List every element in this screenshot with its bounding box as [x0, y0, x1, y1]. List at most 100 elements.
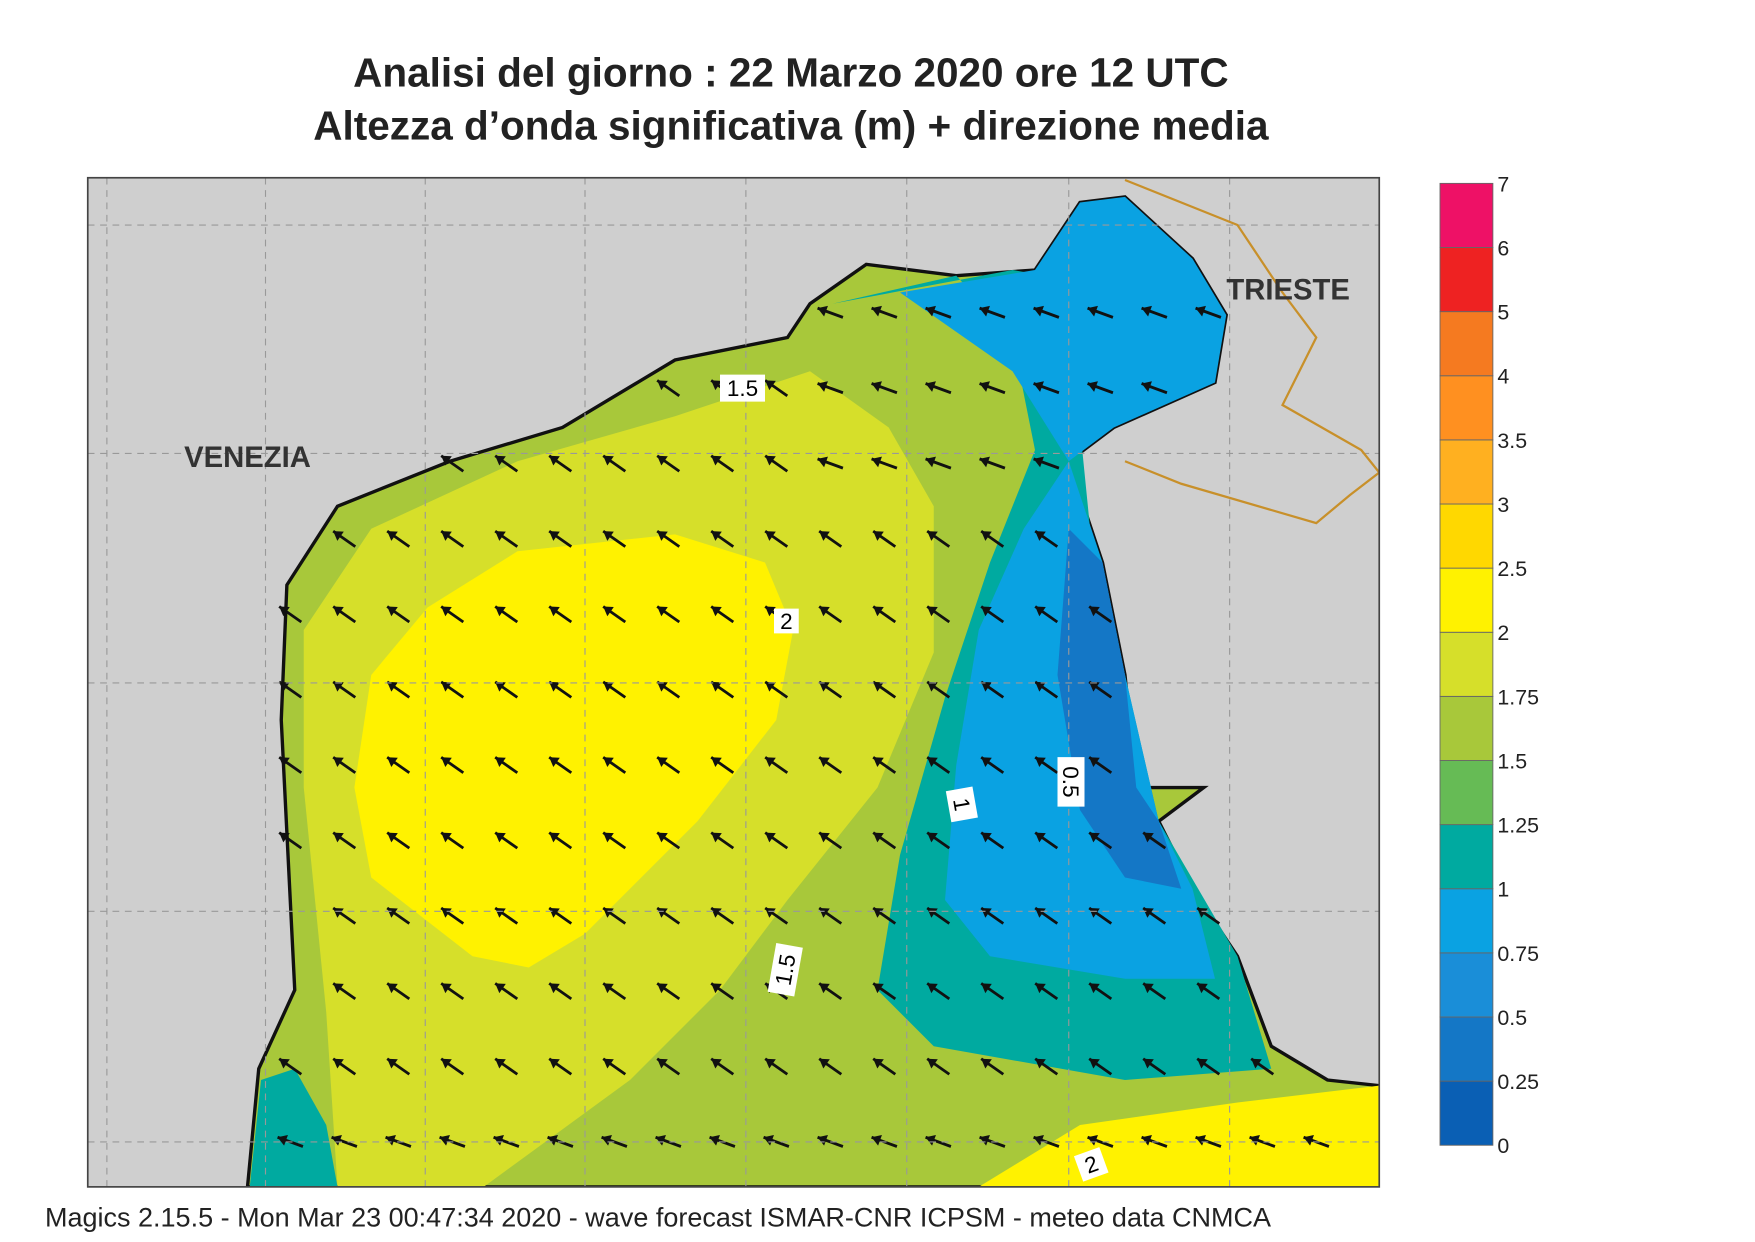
- wave-arrow: [764, 831, 789, 850]
- wave-arrow: [656, 831, 681, 850]
- arrow-head: [981, 983, 992, 994]
- arrow-head: [603, 983, 614, 994]
- arrow-head: [333, 531, 344, 541]
- arrow-head: [711, 757, 722, 768]
- arrow-head: [765, 681, 776, 692]
- wave-arrow: [1034, 906, 1059, 925]
- wave-arrow: [332, 680, 357, 699]
- wave-arrow: [440, 529, 465, 548]
- wave-arrow: [872, 982, 897, 1001]
- place-label: VENEZIA: [184, 442, 311, 474]
- wave-arrow: [925, 1135, 952, 1148]
- wave-arrow: [980, 529, 1005, 548]
- wave-arrow: [1087, 305, 1114, 319]
- wave-arrow: [386, 906, 411, 925]
- wave-arrow: [386, 982, 411, 1001]
- arrow-head: [927, 832, 938, 843]
- wave-arrow: [872, 1057, 897, 1076]
- map-area: [87, 177, 1380, 1187]
- wave-arrow: [1088, 906, 1113, 925]
- colorbar-swatch: [1439, 503, 1494, 569]
- arrow-head: [927, 1058, 938, 1069]
- wave-arrow: [1034, 831, 1059, 850]
- arrow-head: [817, 456, 828, 468]
- place-label: TRIESTE: [1226, 274, 1350, 306]
- wave-arrow: [656, 605, 681, 624]
- wave-arrow: [764, 756, 789, 774]
- wave-arrow: [548, 454, 573, 473]
- arrow-head: [981, 531, 992, 541]
- arrow-head: [817, 1135, 828, 1146]
- wave-arrow: [440, 831, 465, 850]
- arrow-head: [333, 908, 344, 918]
- colorbar-label: 0: [1497, 1134, 1509, 1158]
- wave-arrow: [1034, 982, 1059, 1001]
- wave-arrow: [332, 831, 357, 850]
- colorbar-label: 4: [1497, 365, 1509, 389]
- colorbar-swatch: [1439, 695, 1494, 761]
- arrow-head: [1197, 983, 1208, 994]
- wave-arrow: [925, 305, 952, 319]
- wave-arrow: [656, 906, 681, 925]
- arrow-head: [711, 380, 722, 391]
- wave-arrow: [1034, 529, 1059, 548]
- wave-arrow: [1034, 605, 1059, 624]
- wave-arrow: [710, 1057, 735, 1076]
- arrow-head: [385, 1135, 396, 1146]
- arrow-head: [495, 908, 506, 918]
- wave-arrow: [440, 605, 465, 624]
- wave-arrow: [710, 906, 735, 925]
- wave-arrow: [1087, 381, 1114, 395]
- wave-arrow: [386, 605, 411, 624]
- wave-arrow: [440, 454, 465, 473]
- arrow-head: [495, 757, 506, 768]
- arrow-head: [495, 832, 506, 843]
- arrow-head: [873, 908, 884, 918]
- wave-arrow: [494, 906, 519, 925]
- wave-arrow: [925, 456, 952, 470]
- wave-arrow: [1250, 1057, 1275, 1076]
- wave-arrow: [926, 680, 951, 699]
- wave-arrow: [440, 982, 465, 1001]
- wave-arrow: [710, 680, 735, 699]
- wave-arrow: [764, 529, 789, 548]
- wave-arrow: [872, 529, 897, 548]
- arrow-head: [927, 531, 938, 541]
- wave-arrow: [1088, 831, 1113, 850]
- arrow-head: [549, 455, 560, 466]
- colorbar-swatch: [1439, 888, 1494, 954]
- wave-arrow: [602, 1057, 627, 1076]
- arrow-head: [711, 455, 722, 466]
- wave-arrow: [386, 529, 411, 548]
- wave-field: [249, 196, 1380, 1187]
- wave-arrow: [494, 1057, 519, 1076]
- colorbar-label: 5: [1497, 301, 1509, 325]
- colorbar-label: 0.5: [1497, 1006, 1527, 1030]
- arrow-head: [495, 681, 506, 692]
- arrow-head: [1251, 1058, 1262, 1069]
- arrow-head: [925, 305, 936, 317]
- wave-arrow: [871, 381, 898, 395]
- arrow-head: [657, 455, 668, 466]
- arrow-head: [387, 681, 398, 692]
- wave-arrow: [440, 1057, 465, 1076]
- wave-arrow: [710, 831, 735, 850]
- arrow-head: [927, 757, 938, 768]
- arrow-head: [495, 1058, 506, 1069]
- wave-arrow: [818, 831, 843, 850]
- wave-arrow: [548, 529, 573, 548]
- band-100-west: [249, 1068, 338, 1187]
- wave-arrow: [548, 680, 573, 699]
- colorbar-swatch: [1439, 1016, 1494, 1082]
- wave-arrow: [440, 756, 465, 774]
- wave-arrow: [602, 831, 627, 850]
- graticule: [87, 177, 1380, 1187]
- arrow-head: [819, 832, 830, 843]
- arrow-head: [927, 606, 938, 617]
- wave-arrow: [1033, 305, 1060, 319]
- wave-arrow: [278, 756, 303, 774]
- arrow-head: [387, 531, 398, 541]
- colorbar-label: 2.5: [1497, 557, 1527, 581]
- colorbar-swatch: [1439, 1080, 1494, 1146]
- arrow-head: [279, 606, 290, 617]
